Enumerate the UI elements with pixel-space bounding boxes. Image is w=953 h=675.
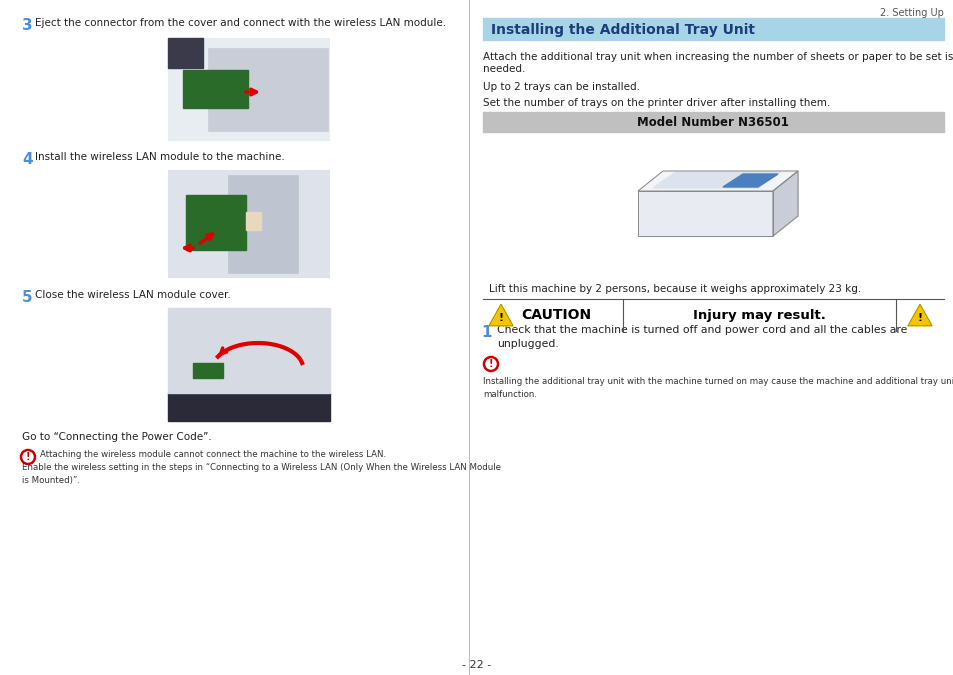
Bar <box>482 277 943 331</box>
Text: Up to 2 trays can be installed.: Up to 2 trays can be installed. <box>482 82 639 92</box>
Bar <box>168 170 330 278</box>
Text: Attach the additional tray unit when increasing the number of sheets or paper to: Attach the additional tray unit when inc… <box>482 52 952 62</box>
Bar <box>193 363 223 378</box>
Bar <box>482 112 943 132</box>
Text: Installing the Additional Tray Unit: Installing the Additional Tray Unit <box>491 23 754 37</box>
Text: needed.: needed. <box>482 64 525 74</box>
Bar <box>168 393 330 421</box>
Bar <box>208 48 328 131</box>
Text: Close the wireless LAN module cover.: Close the wireless LAN module cover. <box>35 290 231 300</box>
Bar <box>228 175 297 273</box>
Bar <box>183 70 248 108</box>
Text: 4: 4 <box>22 152 32 167</box>
Text: is Mounted)”.: is Mounted)”. <box>22 476 80 485</box>
Text: 3: 3 <box>22 18 32 33</box>
Bar <box>168 308 330 393</box>
Text: CAUTION: CAUTION <box>520 308 591 322</box>
Bar <box>168 38 330 141</box>
Polygon shape <box>907 304 931 326</box>
Bar <box>168 308 330 421</box>
Text: 1: 1 <box>480 325 491 340</box>
Text: unplugged.: unplugged. <box>497 339 558 349</box>
Polygon shape <box>638 171 797 191</box>
Text: !: ! <box>488 359 493 369</box>
Text: !: ! <box>26 452 30 462</box>
Text: malfunction.: malfunction. <box>482 390 537 399</box>
Bar <box>183 70 248 108</box>
Text: Set the number of trays on the printer driver after installing them.: Set the number of trays on the printer d… <box>482 98 829 108</box>
Polygon shape <box>722 174 778 187</box>
Text: Model Number N36501: Model Number N36501 <box>637 115 788 128</box>
Bar <box>246 212 261 230</box>
Text: !: ! <box>917 313 922 323</box>
Polygon shape <box>772 171 797 236</box>
Text: - 22 -: - 22 - <box>462 660 491 670</box>
Polygon shape <box>652 172 781 188</box>
Text: 2. Setting Up: 2. Setting Up <box>880 8 943 18</box>
Bar <box>168 38 203 68</box>
Text: Install the wireless LAN module to the machine.: Install the wireless LAN module to the m… <box>35 152 284 162</box>
Text: Check that the machine is turned off and power cord and all the cables are: Check that the machine is turned off and… <box>497 325 906 335</box>
Bar <box>482 112 943 280</box>
Text: Attaching the wireless module cannot connect the machine to the wireless LAN.: Attaching the wireless module cannot con… <box>40 450 386 459</box>
Text: !: ! <box>497 313 503 323</box>
Text: Injury may result.: Injury may result. <box>692 308 824 321</box>
Text: Go to “Connecting the Power Code”.: Go to “Connecting the Power Code”. <box>22 432 212 442</box>
Text: Installing the additional tray unit with the machine turned on may cause the mac: Installing the additional tray unit with… <box>482 377 953 386</box>
Text: Lift this machine by 2 persons, because it weighs approximately 23 kg.: Lift this machine by 2 persons, because … <box>489 284 861 294</box>
Bar <box>186 195 246 250</box>
Bar <box>482 18 943 40</box>
Text: Eject the connector from the cover and connect with the wireless LAN module.: Eject the connector from the cover and c… <box>35 18 446 28</box>
Text: Enable the wireless setting in the steps in “Connecting to a Wireless LAN (Only : Enable the wireless setting in the steps… <box>22 463 500 472</box>
Text: 5: 5 <box>22 290 32 305</box>
Polygon shape <box>489 304 513 326</box>
Polygon shape <box>638 191 772 236</box>
